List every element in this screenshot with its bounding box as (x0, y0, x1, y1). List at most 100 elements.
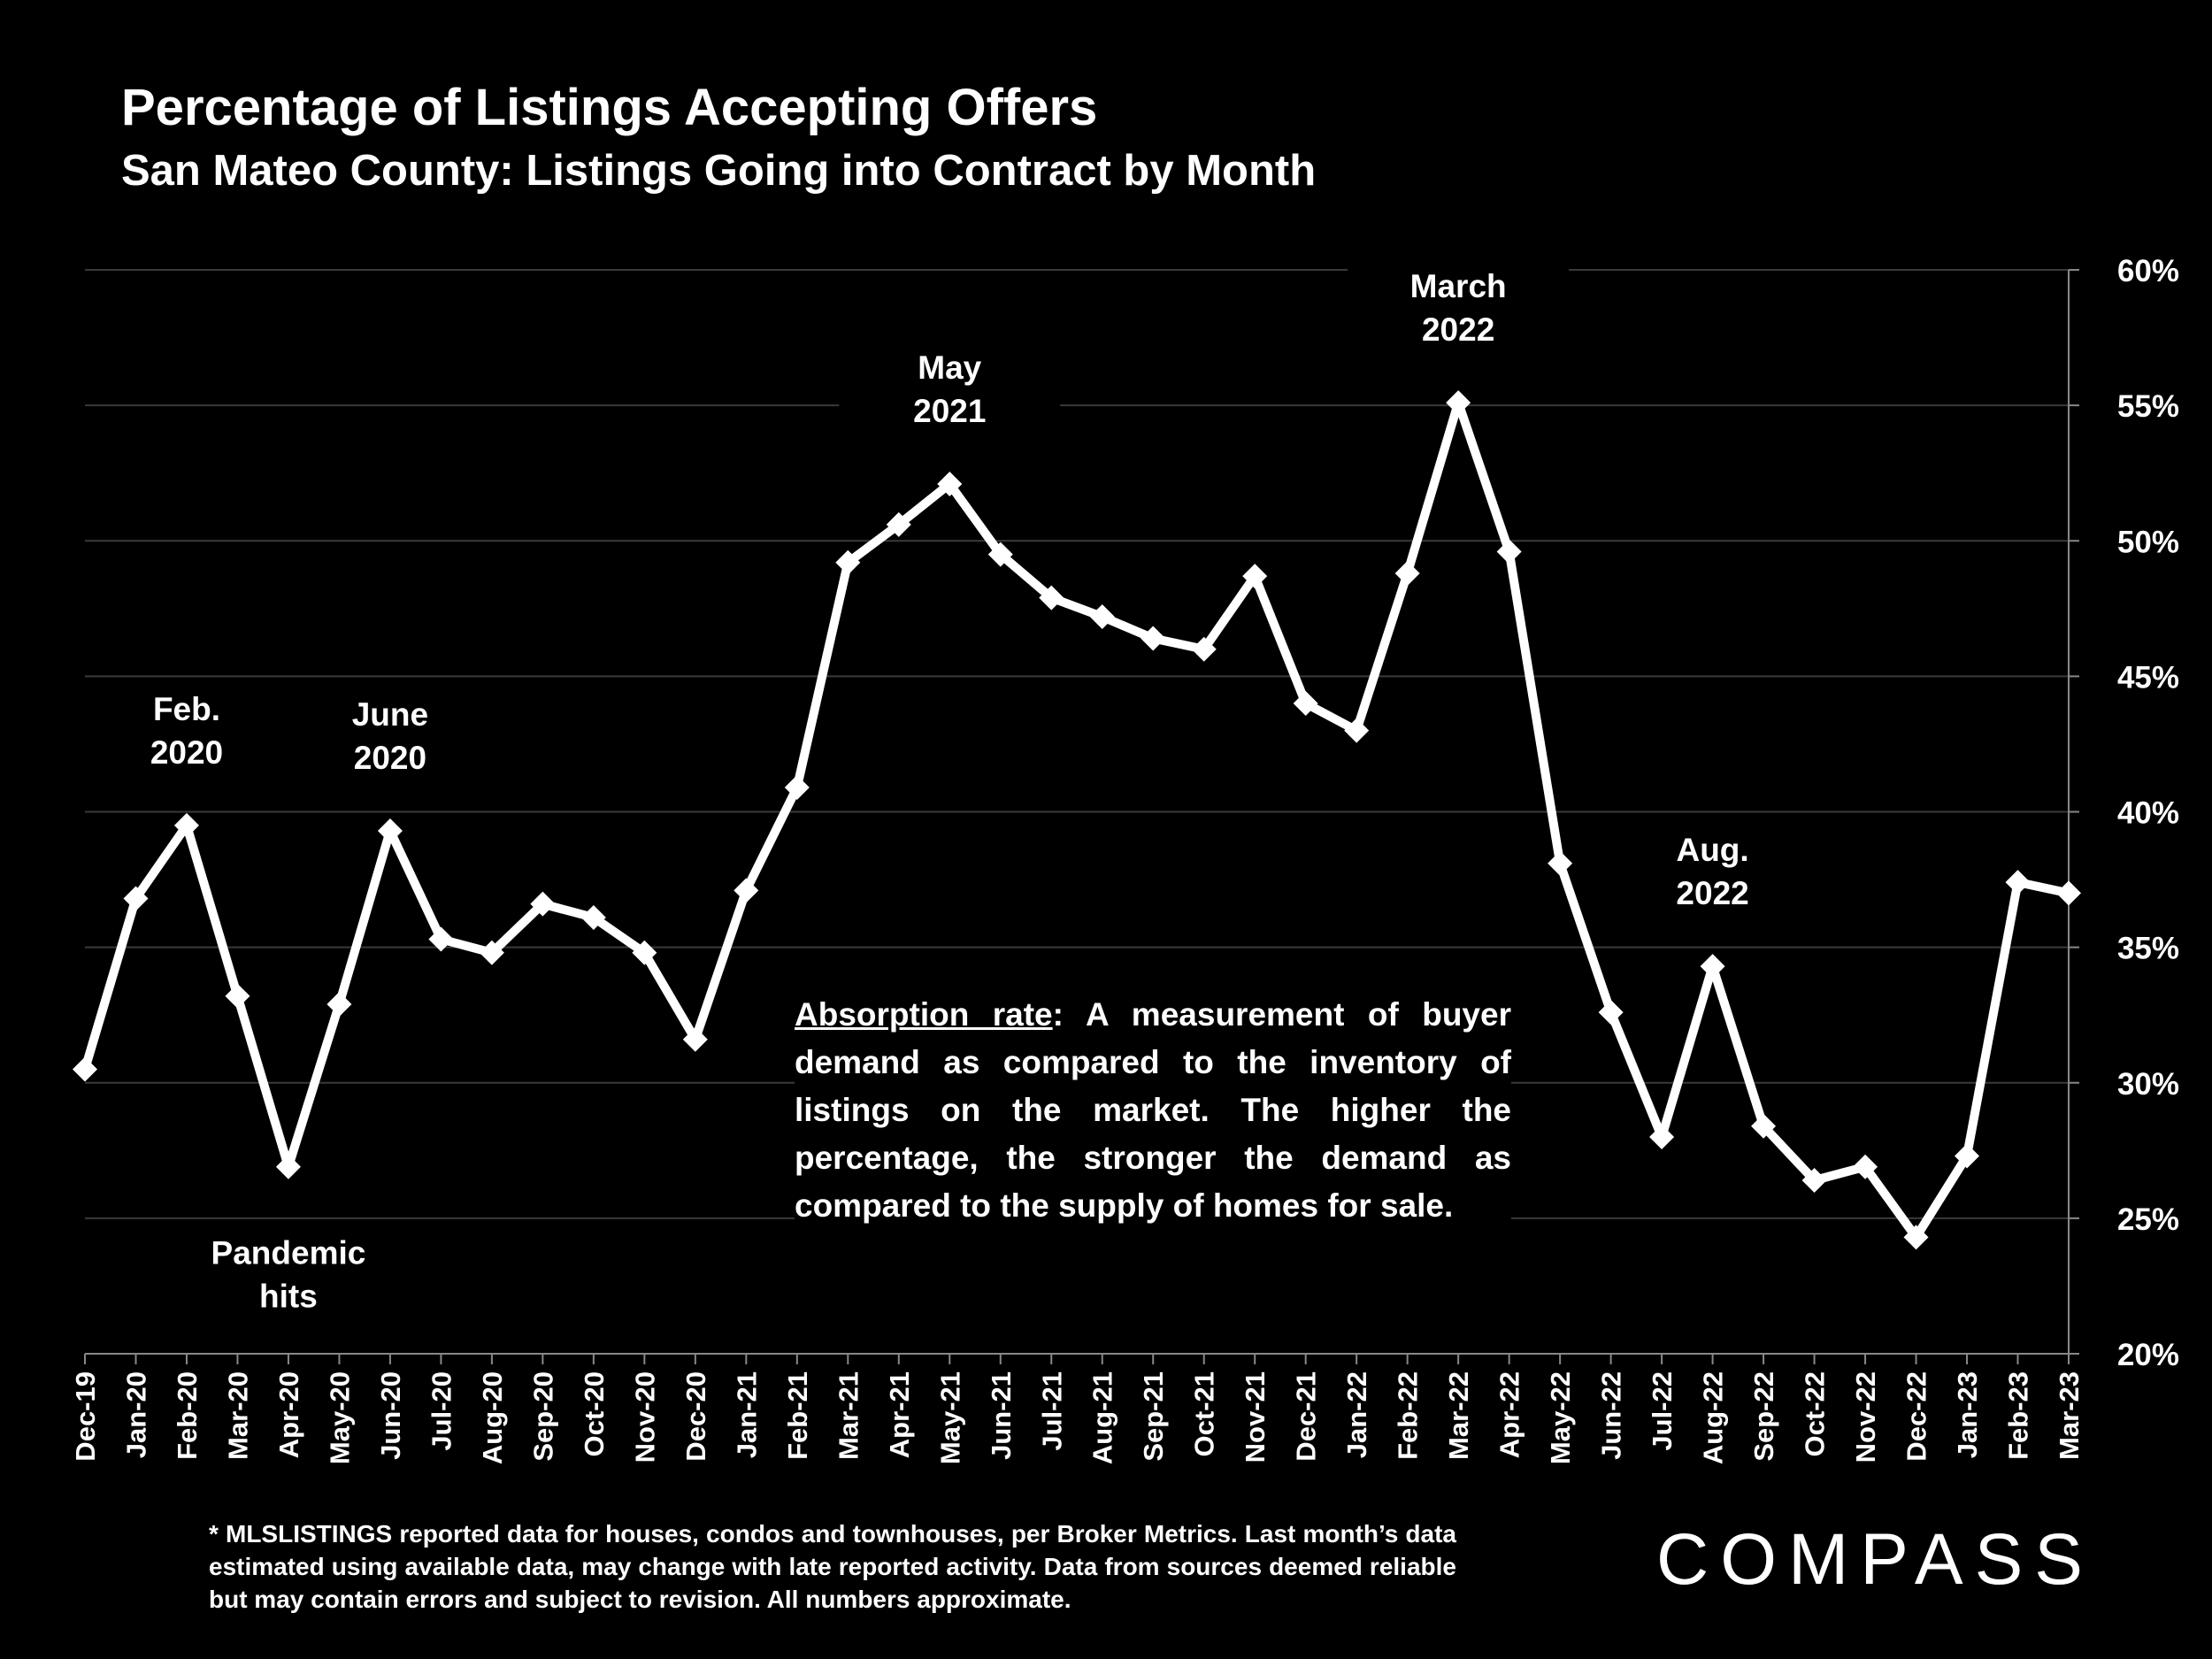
data-point (937, 471, 963, 496)
annotation-label: May (918, 349, 981, 386)
data-point (733, 878, 759, 903)
x-tick-label: Feb-21 (782, 1371, 813, 1460)
explanation-text: : A measurement of buyer demand as compa… (795, 996, 1511, 1224)
annotation-label: 2022 (1676, 875, 1748, 911)
data-series (73, 390, 2081, 1250)
data-point (275, 1154, 301, 1179)
data-point (1191, 636, 1217, 662)
x-tick-label: Apr-21 (884, 1371, 915, 1458)
data-point (1039, 585, 1064, 611)
y-tick-label: 50% (2117, 525, 2179, 559)
x-tick-label: Aug-20 (477, 1371, 508, 1464)
data-point (1496, 539, 1522, 565)
compass-logo: COMPASS (1656, 1519, 2094, 1600)
x-tick-label: Jan-23 (1952, 1371, 1983, 1458)
data-point (1344, 718, 1370, 743)
x-tick-label: Feb-22 (1393, 1371, 1424, 1460)
data-point (1598, 1000, 1624, 1025)
data-point (1649, 1125, 1675, 1149)
annotation-label: 2020 (354, 740, 426, 776)
x-tick-label: Sep-21 (1138, 1371, 1169, 1462)
x-tick-label: Jan-21 (731, 1371, 762, 1458)
data-point (428, 926, 454, 952)
data-point (987, 541, 1013, 567)
data-point (2005, 870, 2031, 895)
absorption-rate-explanation: Absorption rate: A measurement of buyer … (795, 982, 1511, 1239)
data-point (1242, 564, 1268, 589)
data-point (1751, 1113, 1777, 1139)
y-tick-label: 40% (2117, 796, 2179, 831)
explanation-term: Absorption rate (795, 996, 1053, 1033)
annotation-label: June (352, 696, 428, 733)
y-tick-label: 45% (2117, 660, 2179, 695)
footnote: * MLSLISTINGS reported data for houses, … (209, 1520, 1456, 1613)
data-point (835, 549, 861, 575)
x-tick-label: Sep-22 (1748, 1371, 1779, 1462)
annotation-background (839, 339, 1061, 444)
x-tick-label: Jan-22 (1341, 1371, 1372, 1458)
data-point (1853, 1154, 1878, 1179)
data-point (173, 812, 199, 838)
x-tick-label: Mar-22 (1443, 1371, 1474, 1460)
annotation-background (75, 680, 297, 786)
data-point (886, 511, 911, 537)
series-line (81, 398, 2070, 1242)
chart-title: Percentage of Listings Accepting Offers (121, 79, 1098, 136)
y-tick-label: 30% (2117, 1067, 2179, 1102)
data-point (1089, 604, 1115, 629)
x-tick-label: Oct-22 (1800, 1371, 1831, 1456)
x-tick-label: Oct-20 (579, 1371, 610, 1456)
data-point (1700, 954, 1725, 979)
x-tick-label: Mar-21 (833, 1371, 864, 1460)
y-axis-tick-labels: 60% 55% 50% 45% 40% 35% 30% 25% 20% (2117, 254, 2179, 1372)
data-point (479, 940, 504, 965)
x-tick-label: Sep-20 (527, 1371, 558, 1462)
x-tick-label: Dec-21 (1291, 1371, 1322, 1462)
x-tick-label: Dec-20 (680, 1371, 711, 1462)
data-point (1141, 626, 1166, 651)
data-point (580, 904, 606, 930)
data-point (682, 1026, 708, 1052)
y-tick-label: 60% (2117, 254, 2179, 288)
x-tick-label: Jul-20 (426, 1371, 457, 1451)
annotation-label: 2020 (150, 734, 223, 771)
annotation-label: Pandemic (211, 1235, 366, 1271)
x-tick-label: Dec-22 (1901, 1371, 1932, 1462)
annotations: Feb. 2020 June 2020 May 2021 March 2022 Aug. 2022… (75, 258, 1824, 1330)
data-point (632, 940, 657, 965)
annotation-label: hits (259, 1279, 318, 1315)
annotation-background (1348, 258, 1570, 364)
x-tick-label: May-21 (934, 1371, 965, 1464)
y-tick-label: 25% (2117, 1202, 2179, 1237)
annotation-label: 2022 (1422, 311, 1494, 348)
data-point (1394, 561, 1420, 586)
axes (84, 269, 2079, 1364)
data-point (1293, 691, 1318, 716)
data-point (530, 891, 556, 917)
y-tick-label: 55% (2117, 389, 2179, 424)
x-tick-label: Jun-21 (986, 1371, 1017, 1460)
y-tick-label: 35% (2117, 932, 2179, 966)
annotation-label: Feb. (153, 691, 220, 727)
data-point (1446, 390, 1471, 416)
annotation-label: 2021 (913, 393, 986, 429)
x-tick-label: Nov-21 (1240, 1371, 1271, 1463)
data-point (1801, 1168, 1827, 1193)
x-tick-label: Nov-20 (629, 1371, 660, 1463)
x-tick-label: Feb-20 (172, 1371, 203, 1460)
x-tick-label: Apr-20 (273, 1371, 304, 1458)
x-tick-label: Feb-23 (2003, 1371, 2034, 1460)
x-tick-label: Mar-20 (222, 1371, 253, 1460)
x-tick-label: Dec-19 (70, 1371, 101, 1462)
data-point (1548, 850, 1573, 876)
x-tick-label: Nov-22 (1850, 1371, 1881, 1463)
data-point (326, 991, 352, 1017)
x-tick-label: Aug-21 (1087, 1371, 1118, 1464)
annotation-background (279, 686, 501, 791)
x-tick-label: May-22 (1545, 1371, 1576, 1464)
x-tick-label: Mar-23 (2054, 1371, 2085, 1460)
annotation-background (177, 1225, 399, 1330)
data-point (2056, 880, 2081, 906)
x-tick-label: May-20 (324, 1371, 355, 1464)
data-point (784, 774, 810, 800)
